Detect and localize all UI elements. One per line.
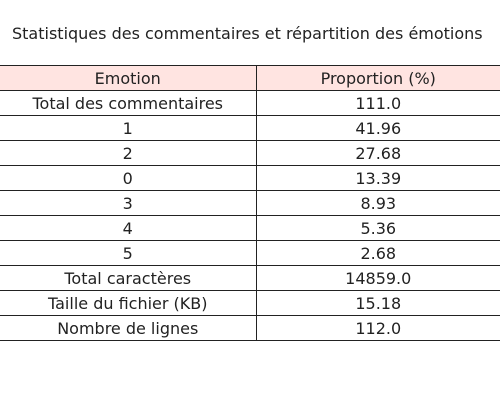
column-header-proportion: Proportion (%) (256, 65, 500, 91)
column-header-emotion: Emotion (0, 65, 257, 91)
table-row: Nombre de lignes 112.0 (0, 315, 500, 341)
row-value: 2.68 (256, 240, 500, 266)
chart-title: Statistiques des commentaires et réparti… (12, 24, 483, 43)
row-label: 1 (0, 115, 257, 141)
row-value: 111.0 (256, 90, 500, 116)
row-value: 41.96 (256, 115, 500, 141)
row-label: 0 (0, 165, 257, 191)
row-value: 15.18 (256, 290, 500, 316)
table-row: 0 13.39 (0, 165, 500, 191)
row-label: 5 (0, 240, 257, 266)
table-row: 5 2.68 (0, 240, 500, 266)
row-label: 3 (0, 190, 257, 216)
row-value: 14859.0 (256, 265, 500, 291)
row-label: 2 (0, 140, 257, 166)
table-row: Total des commentaires 111.0 (0, 90, 500, 116)
row-value: 5.36 (256, 215, 500, 241)
row-value: 112.0 (256, 315, 500, 341)
row-value: 8.93 (256, 190, 500, 216)
row-value: 13.39 (256, 165, 500, 191)
table-header-row: Emotion Proportion (%) (0, 65, 500, 91)
table-row: Taille du fichier (KB) 15.18 (0, 290, 500, 316)
row-label: 4 (0, 215, 257, 241)
row-value: 27.68 (256, 140, 500, 166)
stats-table: Emotion Proportion (%) Total des comment… (0, 65, 500, 341)
table-row: 3 8.93 (0, 190, 500, 216)
table-row: 4 5.36 (0, 215, 500, 241)
row-label: Taille du fichier (KB) (0, 290, 257, 316)
row-label: Nombre de lignes (0, 315, 257, 341)
table-row: 2 27.68 (0, 140, 500, 166)
row-label: Total caractères (0, 265, 257, 291)
table-row: Total caractères 14859.0 (0, 265, 500, 291)
table-row: 1 41.96 (0, 115, 500, 141)
row-label: Total des commentaires (0, 90, 257, 116)
